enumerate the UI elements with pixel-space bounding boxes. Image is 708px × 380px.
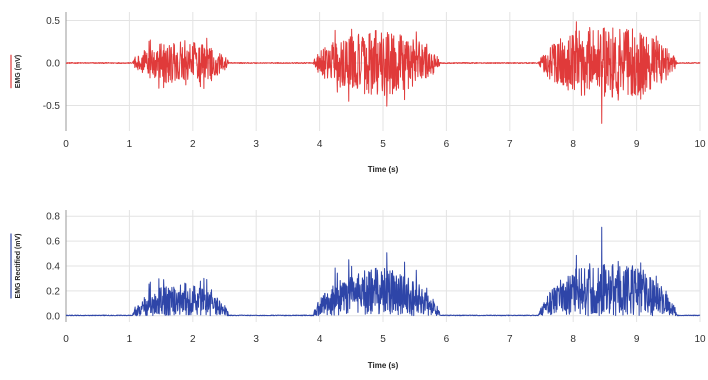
- x-tick-label: 0: [63, 139, 69, 150]
- x-tick-label: 4: [317, 334, 323, 345]
- x-tick-label: 3: [253, 139, 259, 150]
- x-tick-label: 9: [634, 139, 640, 150]
- x-tick-label: 8: [570, 334, 576, 345]
- x-tick-label: 10: [694, 334, 706, 345]
- x-tick-label: 9: [634, 334, 640, 345]
- x-tick-labels: 0 1 2 3 4 5 6 7 8 9 10: [63, 334, 706, 345]
- x-tick-label: 6: [444, 139, 450, 150]
- y-tick-labels: 0.0 0.2 0.4 0.6 0.8: [46, 212, 60, 323]
- series-line-emg: [65, 21, 701, 124]
- x-tick-label: 4: [317, 139, 323, 150]
- y-tick-label: 0.5: [46, 16, 60, 27]
- y-tick-label: 0.0: [46, 311, 60, 322]
- series-line-emg-rectified: [65, 226, 701, 317]
- x-tick-label: 5: [380, 139, 386, 150]
- emg-rectified-chart: 0 1 2 3 4 5 6 7 8 9 10 0.0 0.2 0.4 0.6 0.8 Time (s) EM…: [10, 210, 706, 370]
- x-tick-label: 2: [190, 334, 196, 345]
- x-tick-labels: 0 1 2 3 4 5 6 7 8 9 10: [63, 139, 706, 150]
- x-tick-label: 0: [63, 334, 69, 345]
- x-tick-label: 1: [127, 139, 133, 150]
- x-axis-label: Time (s): [368, 165, 399, 174]
- y-axis-label: EMG Rectified (mV): [15, 234, 22, 299]
- x-tick-label: 7: [507, 334, 513, 345]
- y-tick-label: 0.2: [46, 286, 60, 297]
- x-tick-label: 7: [507, 139, 513, 150]
- x-tick-label: 10: [694, 139, 706, 150]
- y-tick-label: -0.5: [43, 101, 61, 112]
- y-tick-label: 0.8: [46, 212, 60, 223]
- y-tick-label: 0.6: [46, 237, 60, 248]
- y-axis-label: EMG (mV): [15, 55, 22, 88]
- emg-raw-chart: 0 1 2 3 4 5 6 7 8 9 10 -0.5 0.0 0.5 Time (s) EMG (mV…: [10, 12, 706, 174]
- x-tick-label: 5: [380, 334, 386, 345]
- y-tick-labels: -0.5 0.0 0.5: [43, 16, 61, 112]
- y-tick-label: 0.0: [46, 59, 60, 70]
- x-tick-label: 6: [444, 334, 450, 345]
- x-tick-label: 3: [253, 334, 259, 345]
- y-tick-label: 0.4: [46, 262, 60, 273]
- x-tick-label: 1: [127, 334, 133, 345]
- x-tick-label: 8: [570, 139, 576, 150]
- x-tick-label: 2: [190, 139, 196, 150]
- x-axis-label: Time (s): [368, 361, 399, 370]
